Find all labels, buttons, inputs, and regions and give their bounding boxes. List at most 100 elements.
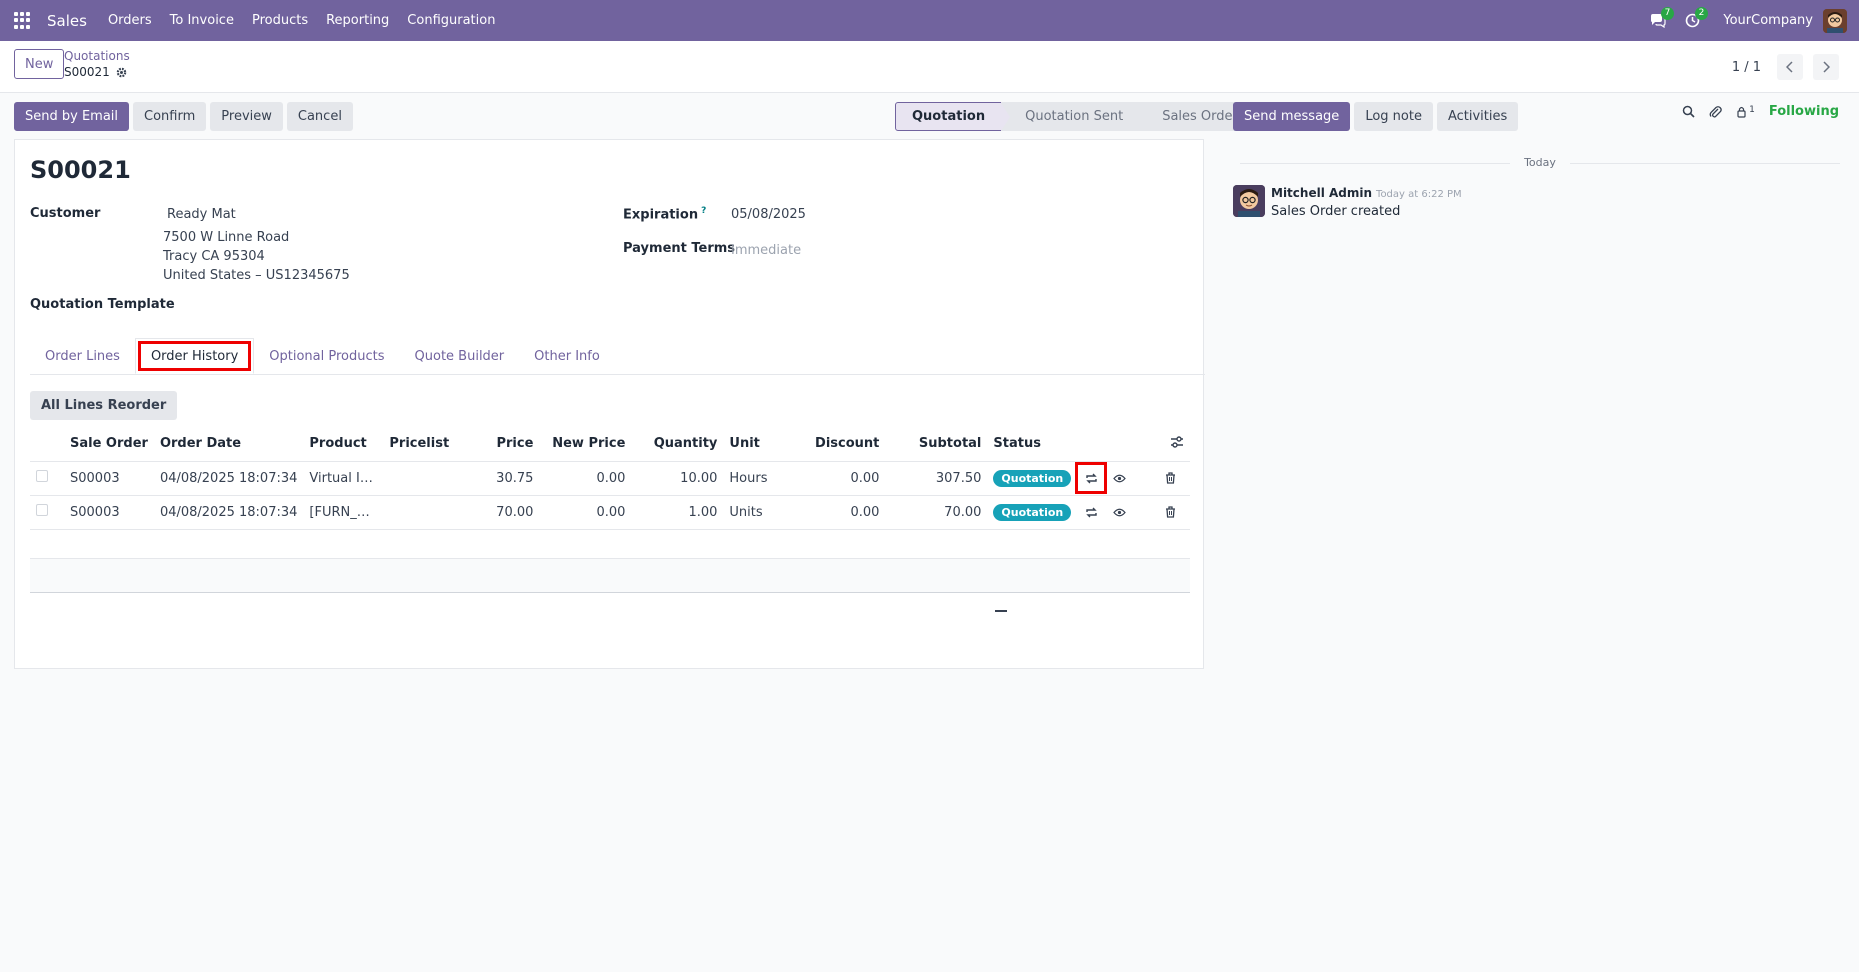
breadcrumb-current-label: S00021 — [64, 65, 110, 79]
trash-icon — [1165, 472, 1175, 484]
table-footer — [30, 558, 1190, 593]
preview-button[interactable]: Preview — [210, 102, 283, 131]
new-button[interactable]: New — [14, 49, 65, 79]
cell-quantity: 10.00 — [631, 461, 724, 496]
menu-to-invoice[interactable]: To Invoice — [169, 13, 234, 28]
search-icon[interactable] — [1682, 105, 1695, 118]
delete-button[interactable] — [1156, 464, 1184, 492]
eye-icon — [1112, 508, 1126, 516]
expiration-help-icon[interactable]: ? — [701, 206, 707, 216]
app-name[interactable]: Sales — [47, 11, 87, 30]
trash-icon — [1165, 506, 1175, 518]
cell-order-date: 04/08/2025 18:07:34 — [153, 495, 304, 530]
activities-button[interactable]: Activities — [1436, 102, 1519, 131]
followers-count: 1 — [1749, 105, 1755, 115]
navbar-systray: 7 2 YourCompany — [1641, 0, 1859, 41]
cell-product: Virtual Int… — [303, 461, 384, 496]
status-badge: Quotation — [993, 503, 1072, 521]
reorder-button[interactable] — [1077, 498, 1105, 526]
column-product[interactable]: Product — [303, 427, 384, 462]
send-by-email-button[interactable]: Send by Email — [14, 102, 130, 131]
optional-columns-toggle[interactable] — [1133, 427, 1190, 462]
notebook-tabs: Order Lines Order History Optional Produ… — [30, 338, 1205, 375]
stage-quotation-sent-label: Quotation Sent — [1025, 109, 1124, 124]
column-subtotal[interactable]: Subtotal — [885, 427, 988, 462]
cancel-button[interactable]: Cancel — [286, 102, 353, 131]
form-actions: Send by Email Confirm Preview Cancel — [14, 102, 353, 131]
company-switcher[interactable]: YourCompany — [1723, 13, 1813, 28]
tab-quote-builder[interactable]: Quote Builder — [414, 348, 505, 364]
user-avatar[interactable] — [1823, 8, 1847, 33]
column-new-price[interactable]: New Price — [539, 427, 632, 462]
cell-order-date: 04/08/2025 18:07:34 — [153, 461, 304, 496]
row-checkbox[interactable] — [36, 504, 48, 516]
all-lines-reorder-button[interactable]: All Lines Reorder — [30, 391, 178, 420]
table-row[interactable]: S00003 04/08/2025 18:07:34 [FURN_77… 70.… — [30, 495, 1190, 530]
chevron-right-icon — [1823, 61, 1830, 73]
chatter-actions: Send message Log note Activities — [1233, 102, 1519, 131]
cell-subtotal: 70.00 — [885, 495, 988, 530]
expiration-field[interactable]: 05/08/2025 — [731, 207, 806, 222]
payment-terms-field[interactable]: Immediate — [731, 243, 802, 258]
table-row[interactable]: S00003 04/08/2025 18:07:34 Virtual Int… … — [30, 461, 1190, 496]
record-title: S00021 — [30, 156, 131, 184]
view-button[interactable] — [1105, 498, 1133, 526]
activities-clock-icon[interactable]: 2 — [1682, 6, 1709, 31]
cell-new-price[interactable]: 0.00 — [539, 495, 632, 530]
total-dash — [995, 610, 1007, 612]
column-quantity[interactable]: Quantity — [631, 427, 724, 462]
column-price[interactable]: Price — [473, 427, 540, 462]
pager-previous-button[interactable] — [1777, 54, 1803, 80]
cell-new-price[interactable]: 0.00 — [539, 461, 632, 496]
column-status[interactable]: Status — [987, 427, 1078, 462]
column-discount[interactable]: Discount — [793, 427, 886, 462]
tab-order-history[interactable]: Order History — [134, 338, 255, 374]
pager-next-button[interactable] — [1813, 54, 1839, 80]
row-checkbox[interactable] — [36, 470, 48, 482]
message-author[interactable]: Mitchell Admin Today at 6:22 PM — [1271, 186, 1462, 200]
status-badge: Quotation — [993, 469, 1072, 487]
apps-grid-icon[interactable] — [14, 11, 32, 30]
cell-quantity: 1.00 — [631, 495, 724, 530]
tab-optional-products[interactable]: Optional Products — [269, 348, 385, 364]
log-note-button[interactable]: Log note — [1354, 102, 1433, 131]
tab-order-lines[interactable]: Order Lines — [45, 348, 120, 364]
menu-orders[interactable]: Orders — [107, 13, 152, 28]
messages-icon[interactable]: 7 — [1648, 6, 1675, 31]
cell-unit: Hours — [723, 461, 794, 496]
reorder-button[interactable] — [1075, 462, 1108, 494]
view-button[interactable] — [1105, 464, 1133, 492]
menu-configuration[interactable]: Configuration — [407, 13, 496, 28]
menu-products[interactable]: Products — [251, 13, 309, 28]
paperclip-icon[interactable] — [1709, 105, 1722, 119]
message-author-name: Mitchell Admin — [1271, 186, 1373, 200]
stage-quotation[interactable]: Quotation — [895, 102, 1011, 131]
top-navbar: Sales Orders To Invoice Products Reporti… — [0, 0, 1859, 41]
confirm-button[interactable]: Confirm — [133, 102, 207, 131]
column-unit[interactable]: Unit — [723, 427, 794, 462]
stage-sales-order-label: Sales Order — [1162, 109, 1238, 124]
gear-icon[interactable] — [116, 67, 127, 78]
delete-button[interactable] — [1156, 498, 1184, 526]
menu-reporting[interactable]: Reporting — [326, 13, 390, 28]
cell-pricelist — [383, 495, 474, 530]
select-column — [30, 427, 64, 462]
tab-other-info[interactable]: Other Info — [534, 348, 600, 364]
send-message-button[interactable]: Send message — [1233, 102, 1351, 131]
pager: 1 / 1 — [1732, 54, 1839, 80]
cell-discount: 0.00 — [793, 461, 886, 496]
breadcrumb-quotations[interactable]: Quotations — [64, 49, 130, 63]
address-line-3: United States – US12345675 — [163, 268, 350, 283]
customer-field[interactable]: Ready Mat — [167, 207, 236, 222]
pager-value[interactable]: 1 / 1 — [1731, 59, 1761, 75]
stage-quotation-sent[interactable]: Quotation Sent — [1001, 102, 1149, 131]
message-author-avatar — [1233, 185, 1265, 217]
column-pricelist[interactable]: Pricelist — [383, 427, 474, 462]
column-order-date[interactable]: Order Date — [153, 427, 304, 462]
cell-product: [FURN_77… — [303, 495, 384, 530]
breadcrumb-current: S00021 — [64, 65, 130, 79]
following-button[interactable]: Following — [1768, 104, 1839, 119]
followers-button[interactable]: 1 — [1736, 105, 1755, 118]
control-panel: New Quotations S00021 1 / 1 — [0, 41, 1859, 93]
column-sale-order[interactable]: Sale Order — [64, 427, 154, 462]
